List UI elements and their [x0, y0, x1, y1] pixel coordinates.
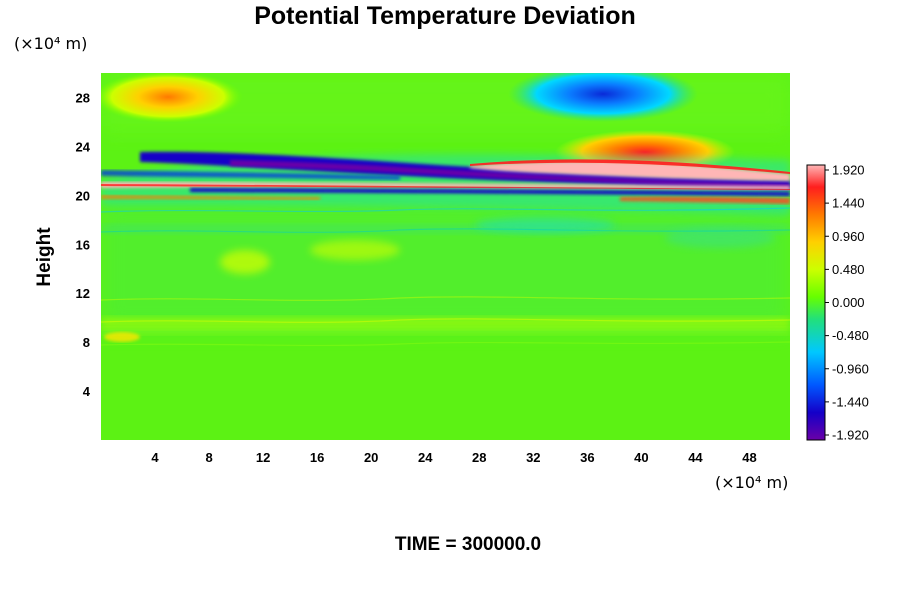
x-tick-label: 44 — [688, 450, 703, 465]
colorbar-tick-label: -0.480 — [832, 328, 869, 343]
x-tick-label: 36 — [580, 450, 594, 465]
colorbar-gradient — [806, 164, 826, 441]
colorbar-tick-label: 1.920 — [832, 163, 865, 178]
x-tick-label: 8 — [205, 450, 212, 465]
y-axis-ticks: 4 8 12 16 20 24 28 — [76, 90, 91, 399]
colorbar-tick-label: 0.960 — [832, 229, 865, 244]
colorbar-tick-label: -0.960 — [832, 361, 869, 376]
feature-weak-positive-1 — [220, 250, 270, 274]
x-tick-label: 20 — [364, 450, 378, 465]
x-tick-label: 28 — [472, 450, 486, 465]
x-tick-label: 32 — [526, 450, 540, 465]
y-tick-label: 12 — [76, 286, 90, 301]
chart-title: Potential Temperature Deviation — [254, 2, 636, 30]
x-axis-unit: (×10⁴ m) — [715, 473, 788, 492]
y-tick-label: 28 — [76, 90, 90, 105]
colorbar-tick-label: -1.920 — [832, 428, 869, 443]
colorbar-ticks: 1.920 1.440 0.960 0.480 0.000 -0.480 -0.960 -1.… — [825, 163, 869, 443]
y-axis-label: Height — [34, 227, 55, 287]
time-label: TIME = 300000.0 — [395, 534, 541, 555]
feature-weak-negative-2 — [665, 228, 775, 248]
y-tick-label: 16 — [76, 237, 90, 252]
x-tick-label: 40 — [634, 450, 648, 465]
colorbar-tick-label: 0.000 — [832, 295, 865, 310]
colorbar-tick-label: 1.440 — [832, 196, 865, 211]
feature-negative-band-lower — [190, 188, 790, 196]
x-tick-label: 48 — [742, 450, 756, 465]
x-tick-label: 24 — [418, 450, 433, 465]
y-tick-label: 4 — [83, 384, 91, 399]
y-tick-label: 20 — [76, 188, 90, 203]
colorbar: 1.920 1.440 0.960 0.480 0.000 -0.480 -0.960 -1.… — [806, 163, 869, 443]
feature-positive-anomaly-top-left — [101, 73, 243, 123]
feature-positive-band-right — [470, 161, 790, 181]
y-tick-label: 24 — [76, 139, 91, 154]
feature-weak-positive-3 — [104, 332, 140, 342]
y-tick-label: 8 — [83, 335, 90, 350]
colorbar-tick-label: -1.440 — [832, 394, 869, 409]
feature-weak-negative-1 — [475, 217, 615, 233]
x-tick-label: 12 — [256, 450, 270, 465]
feature-negative-anomaly-top-right — [508, 73, 698, 122]
feature-weak-positive-2 — [310, 240, 400, 260]
x-axis-ticks: 4 8 12 16 20 24 28 32 36 40 44 48 — [151, 450, 756, 465]
y-axis-unit: (×10⁴ m) — [14, 34, 87, 53]
colorbar-tick-label: 0.480 — [832, 262, 865, 277]
x-tick-label: 4 — [151, 450, 159, 465]
x-tick-label: 16 — [310, 450, 324, 465]
plot-area — [101, 73, 790, 440]
